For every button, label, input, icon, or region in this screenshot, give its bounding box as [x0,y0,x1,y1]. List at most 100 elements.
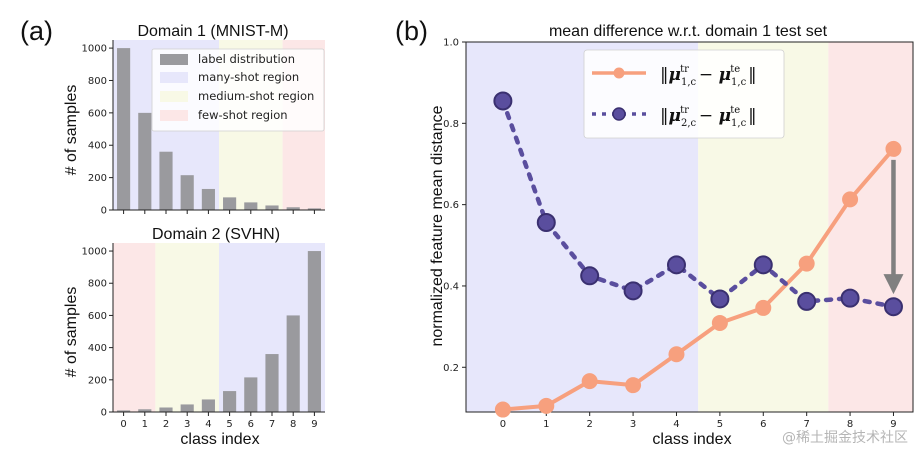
legend-swatch-few-shot [160,110,188,121]
b-ylabel: normalized feature mean distance [429,105,446,346]
a1-bar-7 [265,205,279,210]
a1-bars [117,48,321,210]
b-xtick-label: 4 [673,419,679,430]
legend-marker-series1 [613,67,625,79]
a1-bar-4 [201,188,215,210]
chart-mean-difference: 0.2 0.4 0.6 0.8 1.0 0 1 2 3 4 5 6 7 8 9 mean differenc… [429,23,914,448]
a1-legend: label distribution many-shot region medi… [151,48,325,132]
a2-bar-5 [223,391,237,412]
a2-ytick-label: 200 [88,375,107,386]
a2-bar-8 [286,315,300,412]
a2-xtick-label: 1 [142,419,148,430]
b-series1-point-0 [494,401,511,418]
b-regions [466,42,913,412]
legend-medium-shot: medium-shot region [198,89,314,103]
b-series1-point-5 [711,314,728,331]
b-points [493,91,903,418]
b-plot-frame [465,41,914,413]
panel-label-b: (b) [395,16,428,46]
b-ytick-label: 0.4 [443,281,459,292]
b-xtick-label: 9 [890,419,896,430]
a2-bar-0 [117,410,131,412]
b-series2-point-2 [580,266,600,286]
a2-xlabel: class index [180,431,259,448]
a2-xtick-label: 3 [184,419,190,430]
a2-title: Domain 2 (SVHN) [152,226,280,243]
chart-domain1: 0 200 400 600 800 1000 Domain 1 (MNIST-M) # o… [63,23,325,217]
legend-few-shot: few-shot region [198,108,288,122]
a2-ytick-label: 0 [101,408,107,419]
b-legend: ‖μ1,ctr − μ1,cte ‖ ‖μ2,ctr − μ1,cte ‖ [583,49,785,139]
legend-swatch-label-distribution [160,54,188,65]
a2-ytick-label: 1000 [82,247,107,258]
panel-label-a: (a) [20,16,53,46]
b-xtick-label: 0 [500,419,506,430]
b-series1-point-1 [538,397,555,414]
legend-marker-series2 [612,107,626,121]
a2-xtick-label: 4 [205,419,211,430]
b-axes: 0.2 0.4 0.6 0.8 1.0 0 1 2 3 4 5 6 7 8 9 [443,38,914,430]
b-series1-point-3 [625,377,642,394]
a1-bar-8 [286,207,300,210]
a2-region-medium-shot [155,243,219,412]
a2-axes: 0 200 400 600 800 1000 0 1 2 3 4 5 6 7 8 9 [82,243,325,430]
a2-xtick-label: 5 [226,419,232,430]
a1-bar-0 [117,48,131,210]
b-series2-point-0 [493,91,513,111]
b-series1-point-6 [755,299,772,316]
a2-bars [117,251,321,412]
a1-ytick-label: 200 [88,173,107,184]
a2-xtick-label: 0 [120,419,126,430]
b-series1-point-4 [668,346,685,363]
a2-ytick-label: 400 [88,343,107,354]
a1-bar-1 [138,112,152,210]
b-lines [500,98,896,412]
a2-xtick-label: 6 [248,419,254,430]
b-series1-point-7 [798,255,815,272]
b-series2-point-6 [753,255,773,275]
b-series2-point-9 [883,297,903,317]
a2-bar-9 [307,251,321,412]
b-xtick-label: 5 [717,419,723,430]
b-series2-point-8 [840,288,860,308]
a1-bar-2 [159,151,173,210]
a2-ytick-label: 600 [88,311,107,322]
a2-ylabel: # of samples [63,287,80,378]
a2-bar-3 [180,404,194,412]
b-ytick-label: 0.6 [443,200,459,211]
a2-bar-2 [159,407,173,412]
b-xtick-label: 1 [543,419,549,430]
b-xtick-label: 8 [847,419,853,430]
a2-xtick-label: 2 [163,419,169,430]
b-series1-point-2 [581,373,598,390]
a2-ytick-label: 800 [88,279,107,290]
b-series1-point-8 [842,191,859,208]
b-xtick-label: 2 [586,419,592,430]
b-series1-point-9 [885,140,902,157]
b-series2-point-5 [710,289,730,309]
a2-bar-1 [138,409,152,412]
b-xtick-label: 6 [760,419,766,430]
b-series-line-1 [502,147,895,412]
a2-region-few-shot [113,243,156,412]
legend-swatch-many-shot [160,72,188,83]
a2-bar-6 [244,377,258,412]
a1-bar-9 [307,208,321,210]
a2-xtick-label: 7 [269,419,275,430]
a1-title: Domain 1 (MNIST-M) [137,23,288,40]
a1-ytick-label: 1000 [82,44,107,55]
b-arrow-head [883,274,904,295]
a2-xtick-label: 8 [290,419,296,430]
a1-ytick-label: 400 [88,141,107,152]
a2-bar-7 [265,354,279,412]
b-series2-point-1 [536,213,556,233]
a1-bar-3 [180,175,194,210]
a1-ytick-label: 800 [88,76,107,87]
b-xlabel: class index [652,431,731,448]
b-arrow-annotation [883,159,904,295]
b-series2-point-3 [623,281,643,301]
a1-bar-6 [244,202,258,210]
b-ytick-label: 1.0 [443,38,459,49]
a2-regions [113,243,325,412]
